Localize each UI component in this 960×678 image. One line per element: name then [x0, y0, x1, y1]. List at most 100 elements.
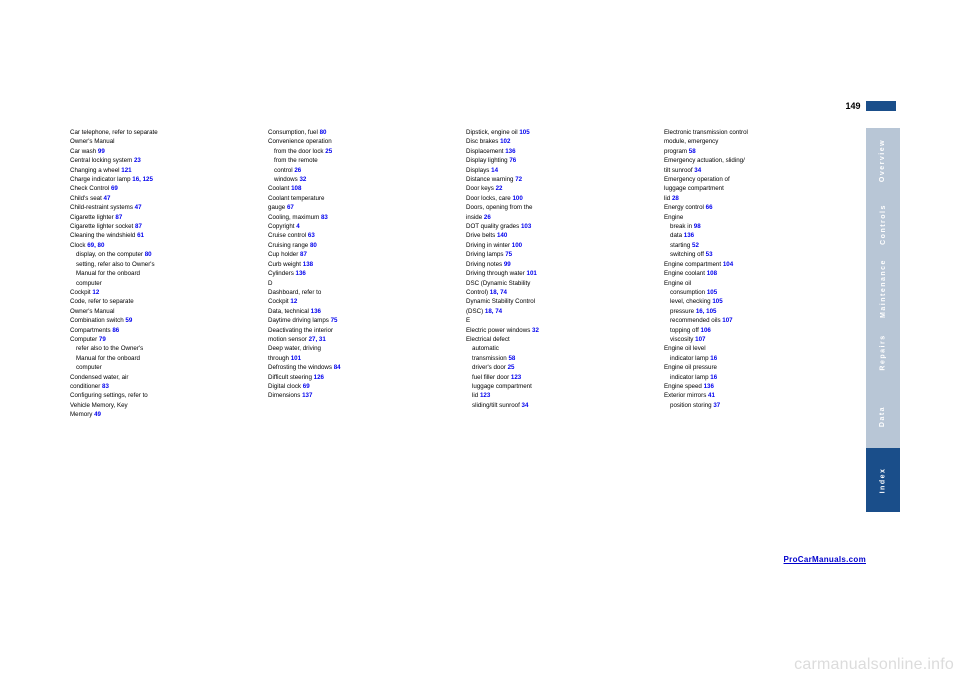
page-ref-link[interactable]: 69, 80 [87, 242, 104, 249]
page-ref-link[interactable]: 83 [102, 383, 109, 390]
index-entry-text: Energy control [664, 204, 704, 211]
page-ref-link[interactable]: 123 [480, 392, 490, 399]
page-ref-link[interactable]: 101 [527, 270, 537, 277]
page-ref-link[interactable]: 136 [296, 270, 306, 277]
page-ref-link[interactable]: 108 [291, 185, 301, 192]
page-ref-link[interactable]: 16 [710, 355, 717, 362]
page-ref-link[interactable]: 103 [521, 223, 531, 230]
page-ref-link[interactable]: 61 [137, 232, 144, 239]
page-ref-link[interactable]: 58 [508, 355, 515, 362]
page-ref-link[interactable]: 26 [484, 214, 491, 221]
page-ref-link[interactable]: 80 [310, 242, 317, 249]
page-ref-link[interactable]: 126 [314, 374, 324, 381]
page-ref-link[interactable]: 23 [134, 157, 141, 164]
page-ref-link[interactable]: 53 [706, 251, 713, 258]
page-ref-link[interactable]: 22 [496, 185, 503, 192]
page-ref-link[interactable]: 26 [294, 167, 301, 174]
page-ref-link[interactable]: 47 [135, 204, 142, 211]
page-ref-link[interactable]: 32 [532, 327, 539, 334]
page-ref-link[interactable]: 87 [115, 214, 122, 221]
page-ref-link[interactable]: 34 [522, 402, 529, 409]
page-ref-link[interactable]: 67 [287, 204, 294, 211]
index-entry-text: Changing a wheel [70, 167, 120, 174]
page-ref-link[interactable]: 136 [704, 383, 714, 390]
index-entry-text: conditioner [70, 383, 100, 390]
page-ref-link[interactable]: 18, 74 [490, 289, 507, 296]
page-ref-link[interactable]: 16, 105 [696, 308, 717, 315]
page-ref-link[interactable]: 87 [135, 223, 142, 230]
page-ref-link[interactable]: 99 [98, 148, 105, 155]
index-entry: Child's seat 47 [70, 194, 256, 203]
tab-maintenance[interactable]: Maintenance [866, 256, 900, 320]
page-ref-link[interactable]: 121 [121, 167, 131, 174]
page-ref-link[interactable]: 107 [695, 336, 705, 343]
page-ref-link[interactable]: 75 [331, 317, 338, 324]
index-entry-text: Clock [70, 242, 85, 249]
page-ref-link[interactable]: 104 [723, 261, 733, 268]
page-ref-link[interactable]: 123 [511, 374, 521, 381]
page-ref-link[interactable]: 83 [321, 214, 328, 221]
page-ref-link[interactable]: 63 [308, 232, 315, 239]
page-ref-link[interactable]: 4 [296, 223, 299, 230]
page-ref-link[interactable]: 137 [302, 392, 312, 399]
page-ref-link[interactable]: 76 [509, 157, 516, 164]
tab-overview[interactable]: Overview [866, 128, 900, 192]
page-ref-link[interactable]: 86 [112, 327, 119, 334]
page-ref-link[interactable]: 52 [692, 242, 699, 249]
page-ref-link[interactable]: 80 [320, 129, 327, 136]
page-ref-link[interactable]: 107 [722, 317, 732, 324]
page-ref-link[interactable]: 16 [710, 374, 717, 381]
page-ref-link[interactable]: 72 [515, 176, 522, 183]
page-ref-link[interactable]: 99 [504, 261, 511, 268]
page-ref-link[interactable]: 75 [505, 251, 512, 258]
page-ref-link[interactable]: 32 [299, 176, 306, 183]
page-ref-link[interactable]: 100 [512, 242, 522, 249]
tab-index[interactable]: Index [866, 448, 900, 512]
index-column: Consumption, fuel 80Convenience operatio… [268, 128, 454, 458]
page-ref-link[interactable]: 37 [713, 402, 720, 409]
page-ref-link[interactable]: 102 [500, 138, 510, 145]
index-entry: Cigarette lighter 87 [70, 213, 256, 222]
page-ref-link[interactable]: 136 [505, 148, 515, 155]
page-ref-link[interactable]: 25 [325, 148, 332, 155]
page-ref-link[interactable]: 105 [712, 298, 722, 305]
page-ref-link[interactable]: 69 [111, 185, 118, 192]
page-ref-link[interactable]: 106 [701, 327, 711, 334]
page-ref-link[interactable]: 16, 125 [132, 176, 153, 183]
index-entry: control 26 [268, 166, 454, 175]
page-ref-link[interactable]: 87 [300, 251, 307, 258]
page-ref-link[interactable]: 47 [104, 195, 111, 202]
page-ref-link[interactable]: 98 [694, 223, 701, 230]
page-ref-link[interactable]: 58 [689, 148, 696, 155]
page-ref-link[interactable]: 105 [519, 129, 529, 136]
page-ref-link[interactable]: 14 [491, 167, 498, 174]
page-ref-link[interactable]: 136 [311, 308, 321, 315]
page-ref-link[interactable]: 80 [145, 251, 152, 258]
page-ref-link[interactable]: 138 [303, 261, 313, 268]
index-entry: from the remote [268, 156, 454, 165]
page-ref-link[interactable]: 105 [707, 289, 717, 296]
page-ref-link[interactable]: 59 [125, 317, 132, 324]
page-ref-link[interactable]: 100 [512, 195, 522, 202]
page-ref-link[interactable]: 69 [303, 383, 310, 390]
page-ref-link[interactable]: 108 [707, 270, 717, 277]
tab-controls[interactable]: Controls [866, 192, 900, 256]
page-ref-link[interactable]: 12 [92, 289, 99, 296]
page-ref-link[interactable]: 28 [672, 195, 679, 202]
page-ref-link[interactable]: 101 [291, 355, 301, 362]
page-ref-link[interactable]: 27, 31 [309, 336, 326, 343]
footer-link[interactable]: ProCarManuals.com [784, 555, 866, 564]
page-ref-link[interactable]: 41 [708, 392, 715, 399]
page-ref-link[interactable]: 79 [99, 336, 106, 343]
page-ref-link[interactable]: 49 [94, 411, 101, 418]
page-ref-link[interactable]: 66 [706, 204, 713, 211]
page-ref-link[interactable]: 18, 74 [485, 308, 502, 315]
tab-repairs[interactable]: Repairs [866, 320, 900, 384]
page-ref-link[interactable]: 136 [684, 232, 694, 239]
page-ref-link[interactable]: 84 [334, 364, 341, 371]
page-ref-link[interactable]: 34 [694, 167, 701, 174]
page-ref-link[interactable]: 25 [508, 364, 515, 371]
page-ref-link[interactable]: 12 [290, 298, 297, 305]
page-ref-link[interactable]: 140 [497, 232, 507, 239]
tab-data[interactable]: Data [866, 384, 900, 448]
